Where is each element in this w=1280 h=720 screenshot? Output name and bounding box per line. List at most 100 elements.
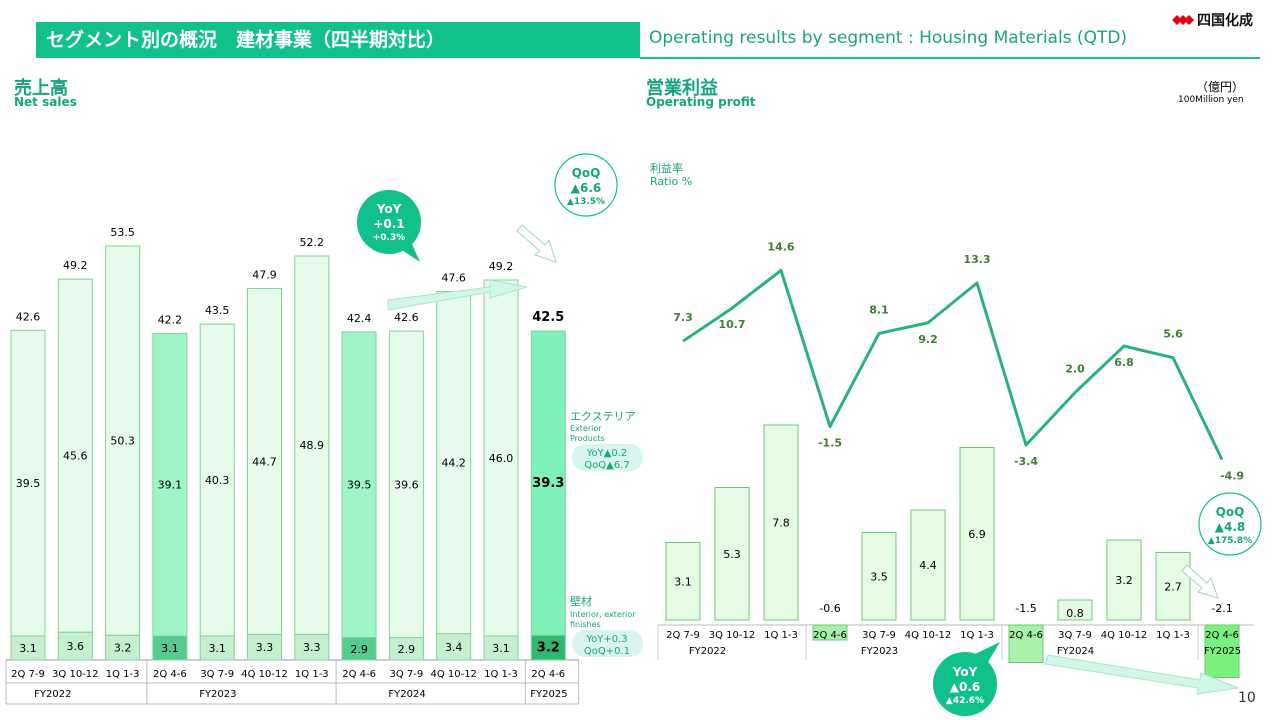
profit-tick-label: 4Q 10-12: [905, 630, 951, 641]
net-sales-finish-label: 2.9: [398, 643, 416, 656]
finish-qoq-label: QoQ+0.1: [584, 646, 630, 657]
finish-legend-en2: finishes: [570, 620, 601, 629]
profit-yoy-callout-bubble: [933, 652, 997, 716]
exterior-yoy-label: YoY▲0.2: [586, 448, 628, 459]
unit-label-en: 100Million yen: [1178, 95, 1244, 105]
net-sales-tick-label: 3Q 7-9: [200, 669, 234, 680]
finish-legend-jp: 壁材: [570, 594, 592, 608]
net-sales-exterior-bar: [199, 323, 235, 637]
exterior-change-pill: [572, 444, 643, 471]
profit-yoy-callout-percent: ▲42.6%: [946, 696, 984, 706]
net-sales-tick-label: 4Q 10-12: [241, 669, 287, 680]
net-sales-exterior-bar: [436, 291, 472, 635]
net-sales-total-label: 42.2: [158, 313, 183, 326]
profit-yoy-callout-value: ▲0.6: [950, 680, 981, 694]
net-sales-exterior-bar: [294, 255, 330, 635]
profit-value-label: 4.4: [919, 559, 937, 572]
profit-bar: [1008, 624, 1044, 663]
net-sales-exterior-label: 39.5: [16, 477, 41, 490]
logo-mark-icon: [1172, 14, 1194, 26]
yoy-callout-tail: [402, 244, 420, 262]
profit-value-label: 3.2: [1115, 574, 1133, 587]
net-sales-exterior-label: 46.0: [489, 452, 514, 465]
net-sales-total-label: 47.6: [441, 272, 466, 285]
net-sales-title: 売上高: [14, 78, 68, 99]
net-sales-exterior-bar: [57, 278, 93, 633]
net-sales-finish-label: 3.1: [492, 642, 510, 655]
net-sales-total-label: 42.4: [347, 312, 372, 325]
profit-bar: [861, 532, 897, 621]
profit-value-label: 2.7: [1164, 580, 1182, 593]
net-sales-exterior-bar: [388, 330, 424, 639]
net-sales-exterior-label: 39.5: [347, 479, 372, 492]
profit-bar: [1155, 552, 1191, 621]
qoq-callout-value: ▲6.6: [571, 181, 602, 195]
profit-bar: [665, 542, 701, 621]
profit-qoq-callout-title: QoQ: [1216, 505, 1245, 519]
profit-bar: [959, 447, 995, 621]
finish-legend-en: Interior, exterior: [570, 610, 636, 619]
profit-qoq-callout-bubble: [1198, 492, 1262, 556]
net-sales-tick-label: 1Q 1-3: [295, 669, 329, 680]
net-sales-exterior-label: 44.2: [441, 457, 466, 470]
profit-tick-label: 3Q 7-9: [862, 630, 896, 641]
net-sales-total-label: 52.2: [300, 236, 325, 249]
exterior-qoq-label: QoQ▲6.7: [584, 460, 629, 471]
net-sales-finish-bar: [436, 633, 472, 661]
net-sales-fy-label: FY2024: [388, 689, 425, 700]
net-sales-exterior-bar: [247, 287, 282, 635]
net-sales-total-label: 47.9: [252, 268, 277, 281]
net-sales-total-label: 49.2: [489, 260, 514, 273]
ratio-value-label: -4.9: [1220, 470, 1244, 483]
exterior-legend-en: Exterior: [570, 424, 602, 433]
profit-bar: [714, 487, 750, 621]
profit-value-label: -1.5: [1015, 602, 1036, 615]
profit-bar: [763, 424, 799, 621]
logo-text: 四国化成: [1197, 13, 1253, 29]
page-title-en: Operating results by segment : Housing M…: [649, 28, 1128, 48]
net-sales-total-label: 49.2: [63, 259, 88, 272]
net-sales-fy-label: FY2023: [199, 689, 236, 700]
profit-value-label: 0.8: [1066, 607, 1084, 620]
net-sales-finish-label: 3.1: [208, 642, 226, 655]
net-sales-tick-label: 2Q 7-9: [11, 669, 45, 680]
net-sales-total-label: 43.5: [205, 304, 230, 317]
title-underline: [640, 57, 1260, 59]
profit-fy-label: FY2024: [1057, 646, 1094, 657]
net-sales-finish-bar: [294, 633, 330, 661]
ratio-value-label: 9.2: [918, 333, 938, 346]
profit-value-label: 3.5: [870, 570, 888, 583]
net-sales-exterior-label: 44.7: [252, 455, 277, 468]
net-sales-tick-label: 1Q 1-3: [484, 669, 518, 680]
net-sales-finish-label: 3.3: [303, 641, 321, 654]
profit-qoq-callout-value: ▲4.8: [1215, 520, 1246, 534]
profit-bar: [910, 509, 946, 621]
yoy-arrow-icon: [387, 279, 528, 311]
ratio-value-label: 8.1: [869, 303, 889, 316]
net-sales-total-label: 42.5: [532, 310, 564, 325]
profit-tick-label: 1Q 1-3: [764, 630, 798, 641]
yoy-callout-title: YoY: [376, 202, 402, 216]
ratio-value-label: 13.3: [963, 253, 990, 266]
net-sales-exterior-bar: [341, 331, 377, 639]
ratio-value-label: 5.6: [1163, 328, 1183, 341]
net-sales-finish-label: 3.1: [161, 642, 179, 655]
profit-bar: [812, 624, 848, 641]
profit-tick-label: 3Q 10-12: [709, 630, 755, 641]
net-sales-tick-label: 3Q 7-9: [390, 669, 424, 680]
net-sales-fy-label: FY2022: [34, 689, 71, 700]
page-number: 10: [1238, 690, 1256, 706]
net-sales-exterior-label: 48.9: [300, 439, 325, 452]
profit-tick-label: 2Q 4-6: [1009, 630, 1043, 641]
profit-qoq-arrow-icon: [1181, 564, 1219, 599]
net-sales-finish-bar: [105, 634, 141, 661]
net-sales-finish-label: 3.2: [537, 641, 560, 656]
ratio-value-label: 6.8: [1114, 356, 1134, 369]
net-sales-finish-label: 3.3: [256, 641, 274, 654]
net-sales-exterior-bar: [152, 332, 188, 637]
profit-tick-label: 2Q 7-9: [666, 630, 700, 641]
net-sales-total-label: 42.6: [394, 311, 419, 324]
net-sales-tick-label: 4Q 10-12: [430, 669, 476, 680]
net-sales-finish-bar: [247, 633, 282, 661]
